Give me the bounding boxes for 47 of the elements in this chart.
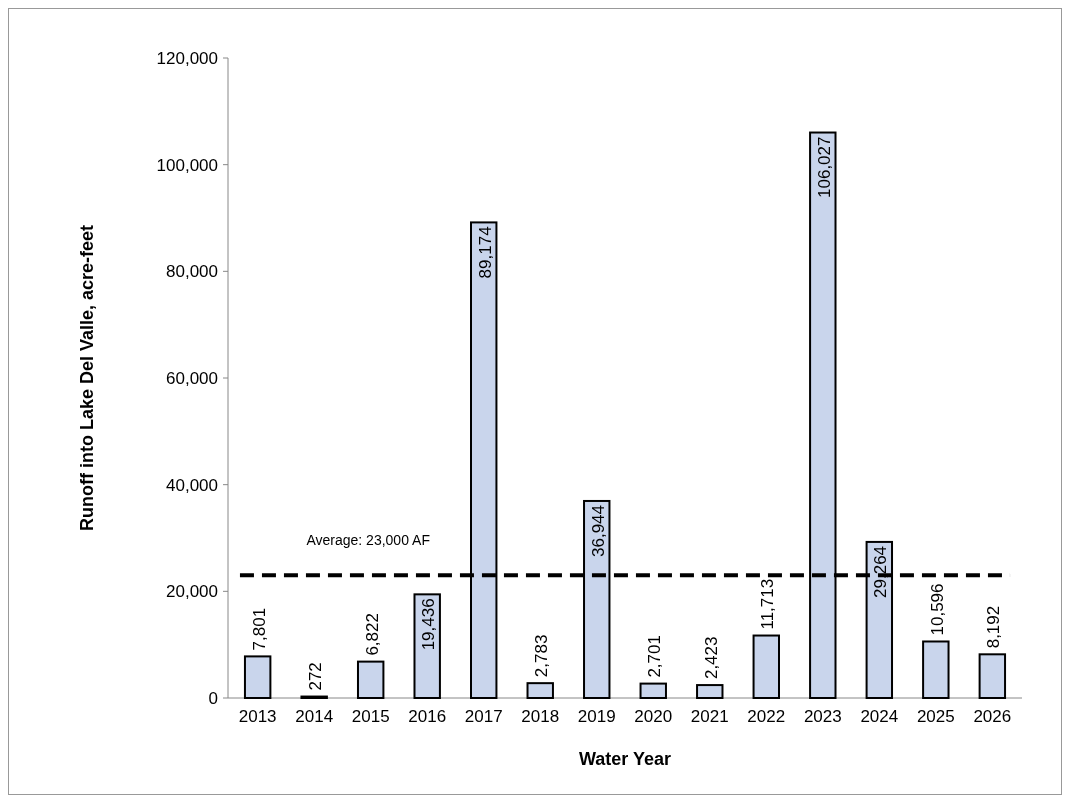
x-tick-label: 2021 [690, 707, 729, 726]
x-tick-label: 2019 [577, 707, 616, 726]
data-label: 19,436 [419, 598, 439, 651]
data-label: 2,423 [701, 636, 721, 680]
y-tick-label: 120,000 [156, 48, 218, 68]
x-axis-title: Water Year [578, 749, 672, 769]
y-tick-label: 40,000 [166, 475, 218, 495]
x-tick-label: 2026 [973, 707, 1012, 726]
data-label: 89,174 [475, 226, 495, 279]
data-label: 8,192 [984, 605, 1004, 649]
y-tick-label: 100,000 [156, 155, 218, 175]
x-tick-label: 2024 [860, 707, 899, 726]
data-label: 2,783 [532, 634, 552, 678]
data-label: 7,801 [249, 607, 269, 651]
data-label: 10,596 [927, 583, 947, 636]
y-tick-label: 80,000 [166, 262, 218, 282]
bar [356, 660, 385, 699]
x-tick-label: 2018 [521, 707, 560, 726]
y-tick-label: 20,000 [166, 582, 218, 602]
data-label: 29,264 [871, 545, 891, 598]
x-tick-label: 2025 [916, 707, 955, 726]
x-tick-label: 2013 [238, 707, 277, 726]
x-tick-label: 2016 [408, 707, 447, 726]
bar [696, 684, 724, 699]
ref-line-label: Average: 23,000 AF [306, 532, 430, 549]
y-tick-label: 60,000 [166, 368, 218, 388]
data-label: 106,027 [814, 136, 834, 198]
x-tick-label: 2020 [634, 707, 673, 726]
bar [413, 593, 441, 699]
data-label: 6,822 [362, 613, 382, 656]
y-axis-title: Runoff into Lake Del Valle, acre-feet [77, 224, 97, 532]
y-tick-label: 0 [208, 688, 218, 708]
data-label: 11,713 [758, 578, 778, 630]
x-tick-label: 2014 [295, 707, 334, 726]
bar [922, 640, 950, 699]
data-label: 2,701 [645, 635, 665, 678]
x-tick-label: 2022 [747, 707, 786, 726]
bar [243, 655, 272, 699]
x-tick-label: 2023 [803, 707, 842, 726]
bar [752, 634, 780, 699]
x-tick-label: 2017 [464, 707, 503, 726]
bar [526, 682, 554, 699]
bar [639, 682, 667, 699]
data-label: 36,944 [588, 504, 608, 557]
x-tick-label: 2015 [351, 707, 390, 726]
bar [978, 653, 1007, 699]
data-label: 272 [306, 662, 326, 691]
